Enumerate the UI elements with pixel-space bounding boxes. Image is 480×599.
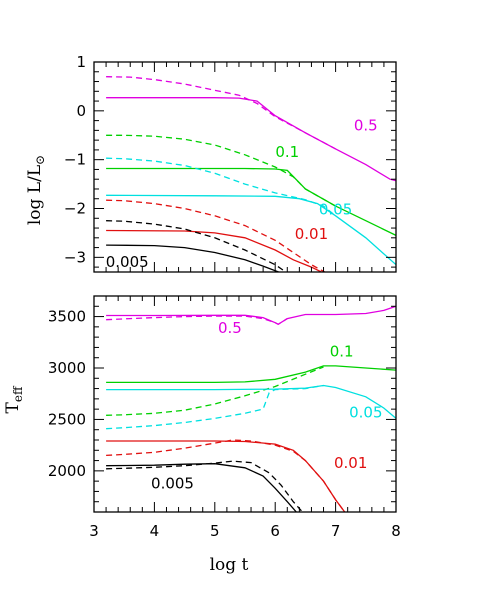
- bottom-ylabel-sub: eff: [11, 385, 25, 402]
- series-0.1-dashed-line: [106, 134, 336, 207]
- plot-frame: [93, 61, 397, 273]
- x-tick-label: 5: [210, 522, 220, 540]
- series-0.5-dashed-line: [106, 76, 336, 150]
- plot-frame: [93, 295, 397, 513]
- series-0.1-solid-line: [106, 167, 396, 236]
- mass-label-0.05: 0.05: [349, 403, 382, 421]
- x-axis-label: log t: [210, 555, 249, 575]
- series-0.1-dashed-line: [106, 366, 324, 416]
- bottom-ylabel: Teff: [3, 385, 25, 413]
- series-0.005-dashed-line: [106, 220, 287, 272]
- x-tick-label: 7: [331, 522, 341, 540]
- series-0.1-solid-line: [106, 365, 396, 384]
- series-0.05-dashed-line: [106, 384, 324, 430]
- y-tick-label: 1: [76, 53, 86, 71]
- y-tick-label: −1: [64, 151, 86, 169]
- x-tick-label: 8: [391, 522, 401, 540]
- series-0.01-dashed-line: [106, 439, 346, 512]
- luminosity-panel: 1 0 −1 −2 −3 0.5 0.1 0.05 0.01 0.005: [64, 53, 397, 273]
- series-0.01-solid-line: [106, 440, 346, 512]
- series-0.05-solid-line: [106, 194, 396, 266]
- x-tick-label: 3: [89, 522, 99, 540]
- series-0.5-solid-line: [106, 305, 396, 326]
- mass-label-0.05: 0.05: [319, 200, 352, 218]
- mass-label-0.01: 0.01: [334, 454, 367, 472]
- series-0.05-dashed-line: [106, 157, 337, 217]
- series-0.01-solid-line: [106, 229, 323, 272]
- series-0.005-dashed-line: [106, 460, 303, 512]
- top-ylabel: log L/L⊙: [25, 155, 47, 225]
- temperature-panel: 2000 2500 3000 3500 3 4 5 6 7 8 0.5 0.1 0.05 0.01 0.00…: [48, 295, 401, 540]
- x-tick-label: 6: [270, 522, 280, 540]
- y-tick-label: 2000: [48, 462, 86, 480]
- series-0.5-dashed-line: [106, 315, 288, 326]
- series-0.005-solid-line: [106, 463, 297, 512]
- y-tick-label: −2: [64, 200, 86, 218]
- mass-label-0.5: 0.5: [218, 319, 242, 337]
- mass-label-0.5: 0.5: [354, 116, 378, 134]
- y-tick-label: −3: [64, 248, 86, 266]
- mass-label-0.1: 0.1: [330, 343, 354, 361]
- top-ylabel-sub: ⊙: [33, 155, 47, 165]
- mass-label-0.1: 0.1: [275, 143, 299, 161]
- y-tick-label: 3500: [48, 308, 86, 326]
- y-tick-label: 2500: [48, 410, 86, 428]
- y-tick-label: 0: [76, 102, 86, 120]
- x-tick-label: 4: [150, 522, 160, 540]
- mass-label-0.005: 0.005: [151, 474, 194, 492]
- y-tick-label: 3000: [48, 359, 86, 377]
- series-0.005-solid-line: [106, 244, 281, 272]
- mass-label-0.005: 0.005: [106, 253, 149, 271]
- series-0.01-dashed-line: [106, 199, 327, 272]
- mass-label-0.01: 0.01: [295, 225, 328, 243]
